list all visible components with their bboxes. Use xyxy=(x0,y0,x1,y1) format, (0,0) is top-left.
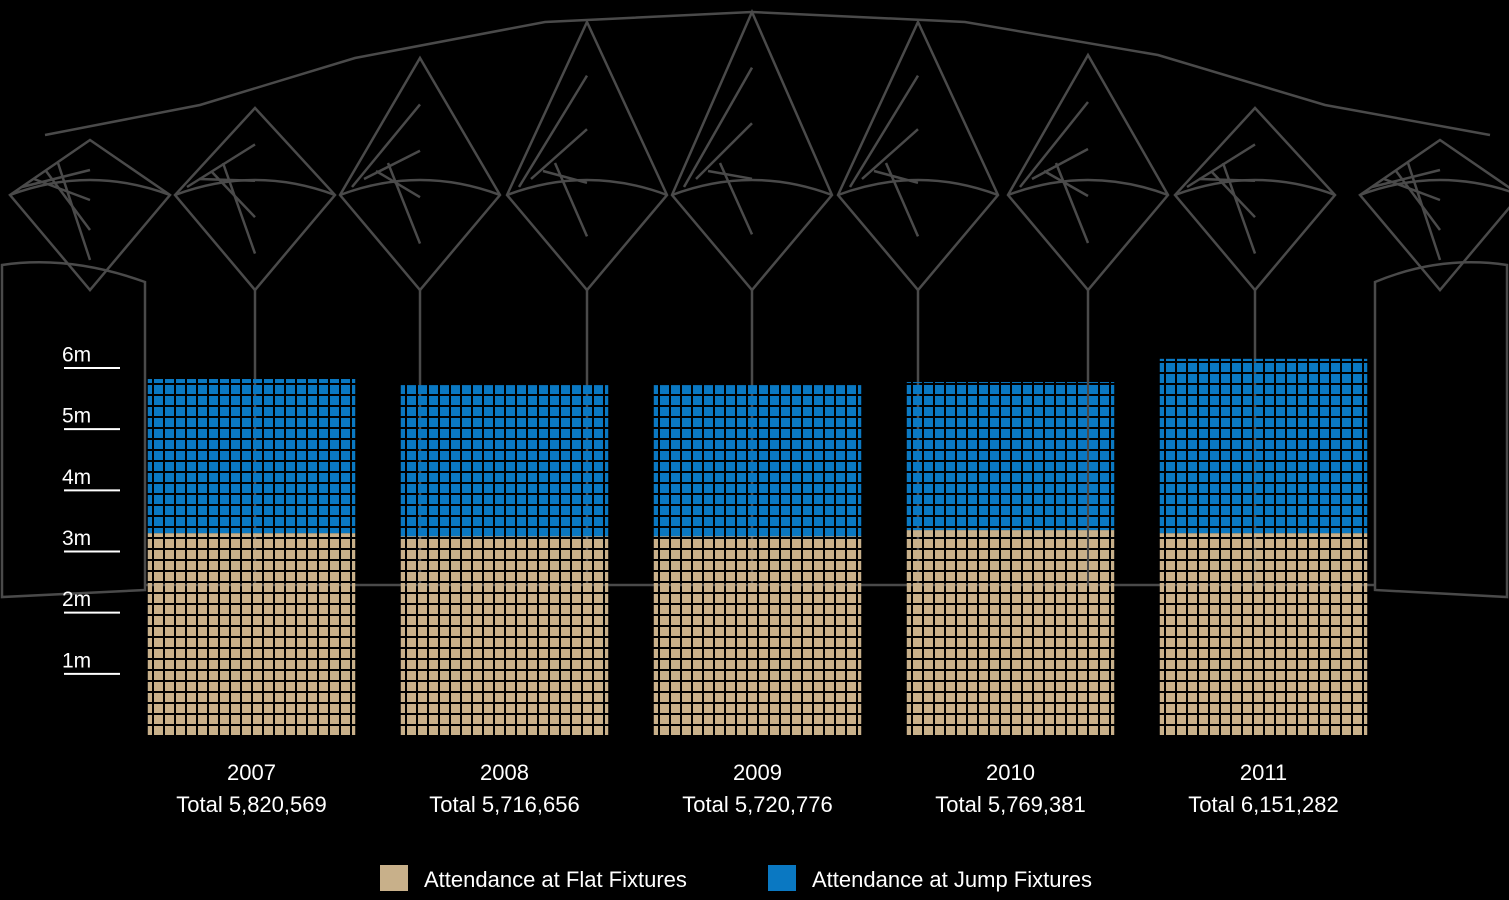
bar-segment xyxy=(906,530,1115,735)
year-label: 2008 xyxy=(480,760,529,785)
legend-label: Attendance at Jump Fixtures xyxy=(812,867,1092,892)
roof-rib xyxy=(44,170,92,231)
roof-leaf xyxy=(8,138,172,292)
bar-segment xyxy=(400,385,609,537)
roof-rib xyxy=(682,66,754,188)
roof-arc xyxy=(174,178,336,197)
roof-rib xyxy=(1186,143,1256,189)
legend-swatch xyxy=(380,865,408,891)
bar-segment xyxy=(906,382,1115,531)
total-label: Total 5,820,569 xyxy=(176,792,326,817)
roof-arc xyxy=(9,178,171,197)
roof-rib xyxy=(1394,170,1442,231)
roof-rib xyxy=(351,103,421,188)
year-label: 2010 xyxy=(986,760,1035,785)
roof-arc xyxy=(671,178,833,197)
roof-arc xyxy=(339,178,501,197)
year-label: 2009 xyxy=(733,760,782,785)
legend-swatch xyxy=(768,865,796,891)
total-label: Total 5,716,656 xyxy=(429,792,579,817)
roof-rib xyxy=(1019,101,1089,188)
roof-rib xyxy=(1031,147,1089,181)
bar-segment xyxy=(400,536,609,735)
bar-segment xyxy=(1159,358,1368,534)
year-label: 2011 xyxy=(1240,760,1287,785)
roof-rib xyxy=(1221,162,1257,255)
roof-leaf xyxy=(173,106,337,292)
total-label: Total 6,151,282 xyxy=(1188,792,1338,817)
roof-rib xyxy=(530,128,588,180)
roof-rib xyxy=(517,74,589,188)
roof-rib xyxy=(707,169,753,181)
roof-rib xyxy=(1406,162,1442,261)
roof-leaf xyxy=(670,8,834,292)
y-tick-label: 3m xyxy=(62,527,91,550)
bar-segment xyxy=(653,536,862,735)
roof-rib xyxy=(198,177,256,183)
roof-arc xyxy=(1007,178,1169,197)
y-tick-label: 4m xyxy=(62,466,91,489)
roof-rib xyxy=(386,162,422,245)
roof-rib xyxy=(718,162,754,235)
roof-rib xyxy=(363,149,421,181)
roof-arc xyxy=(506,178,668,197)
total-label: Total 5,720,776 xyxy=(682,792,832,817)
roof-rib xyxy=(884,162,920,237)
total-label: Total 5,769,381 xyxy=(935,792,1085,817)
bar-segment xyxy=(653,385,862,537)
roof-leaf xyxy=(505,19,669,292)
roof-leaf xyxy=(1358,138,1509,292)
roof-rib xyxy=(1383,177,1441,202)
roof-rib xyxy=(1198,177,1256,183)
roof-rib xyxy=(542,169,588,185)
roof-rib xyxy=(695,122,753,180)
roof-rib xyxy=(1043,169,1089,198)
roof-arc xyxy=(837,178,999,197)
roof-rib xyxy=(1371,168,1441,189)
roof-arc xyxy=(1359,178,1509,197)
roof-rib xyxy=(1054,162,1090,244)
roof-leaf xyxy=(1173,106,1337,292)
bar-segment xyxy=(1159,533,1368,735)
y-tick-label: 2m xyxy=(62,588,91,611)
roof-leaf xyxy=(836,19,1000,292)
year-label: 2007 xyxy=(227,760,276,785)
roof-rib xyxy=(221,162,257,255)
roof-rib xyxy=(186,143,256,189)
roof-arc xyxy=(1174,178,1336,197)
roof-rib xyxy=(21,168,91,189)
y-tick-label: 5m xyxy=(62,405,91,428)
legend-label: Attendance at Flat Fixtures xyxy=(424,867,687,892)
roof-rib xyxy=(873,169,919,185)
roof-rib xyxy=(848,74,920,188)
roof-rib xyxy=(56,162,92,261)
y-tick-label: 1m xyxy=(62,649,91,672)
roof-rib xyxy=(33,177,91,202)
roof-rib xyxy=(375,169,421,199)
y-tick-label: 6m xyxy=(62,344,91,367)
bar-segment xyxy=(147,379,356,534)
roof-rib xyxy=(553,162,589,237)
roof-rib xyxy=(861,128,919,180)
bar-segment xyxy=(147,533,356,735)
